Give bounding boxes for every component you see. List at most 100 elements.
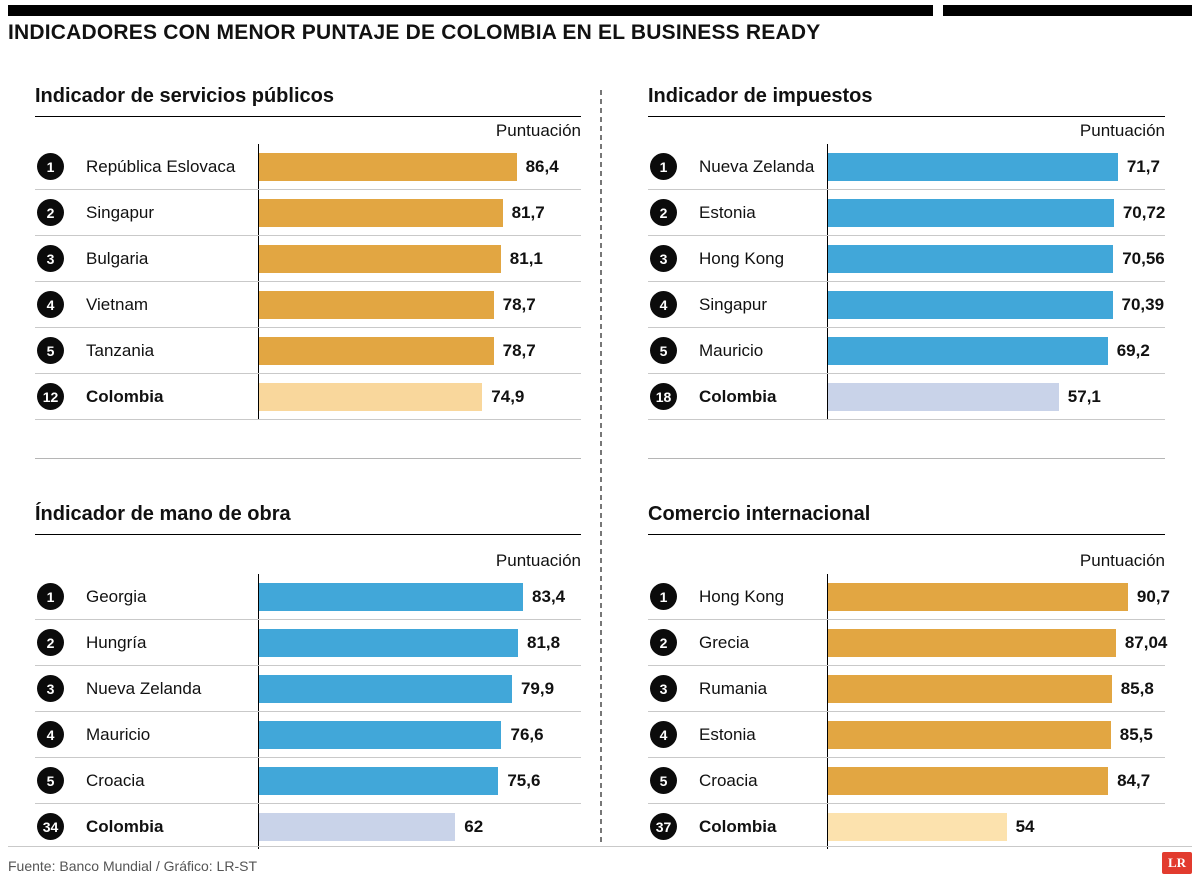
- bar-track: 81,1: [258, 236, 581, 281]
- rank-badge: 37: [650, 813, 677, 840]
- bar-track: 86,4: [258, 144, 581, 189]
- bar-track: 70,56: [827, 236, 1165, 281]
- score-value: 87,04: [1124, 632, 1168, 652]
- rank-badge: 2: [650, 199, 677, 226]
- score-bar: [259, 720, 502, 749]
- chart-row: 37 Colombia 54: [648, 804, 1165, 849]
- chart-rows: 1 Georgia 83,4 2 Hungría 81,8 3 Nueva Zelanda 79…: [35, 574, 581, 849]
- chart-impuestos: Indicador de impuestos Puntuación 1 Nueva…: [648, 85, 1165, 420]
- rank-badge: 5: [650, 767, 677, 794]
- chart-title: Indicador de impuestos: [648, 85, 1165, 117]
- country-label: Croacia: [86, 770, 145, 790]
- country-label: Mauricio: [699, 340, 764, 360]
- chart-row: 18 Colombia 57,1: [648, 374, 1165, 420]
- column-divider: [600, 90, 602, 845]
- rank-badge: 1: [650, 153, 677, 180]
- score-value: 62: [464, 816, 484, 836]
- rank-badge: 3: [37, 675, 64, 702]
- rank-badge: 5: [37, 767, 64, 794]
- bar-track: 70,72: [827, 190, 1165, 235]
- bar-track: 90,7: [827, 574, 1170, 619]
- bar-track: 54: [827, 804, 1165, 849]
- chart-mano-de-obra: Índicador de mano de obra Puntuación 1 Ge…: [35, 503, 581, 849]
- chart-row: 1 Hong Kong 90,7: [648, 574, 1170, 620]
- rank-badge: 1: [37, 583, 64, 610]
- bar-track: 75,6: [258, 758, 581, 803]
- country-label: Nueva Zelanda: [699, 156, 815, 176]
- source-credit: Fuente: Banco Mundial / Gráfico: LR-ST: [8, 858, 257, 874]
- chart-row: 3 Rumania 85,8: [648, 666, 1165, 712]
- score-axis-label: Puntuación: [1079, 551, 1165, 570]
- score-value: 71,7: [1126, 156, 1160, 176]
- rank-badge: 4: [37, 291, 64, 318]
- score-bar: [259, 336, 494, 365]
- country-label: Estonia: [699, 202, 756, 222]
- score-axis-label: Puntuación: [495, 121, 581, 140]
- chart-row: 1 República Eslovaca 86,4: [35, 144, 581, 190]
- score-value: 54: [1015, 816, 1035, 836]
- score-value: 70,39: [1121, 294, 1165, 314]
- score-bar: [259, 628, 518, 657]
- rank-badge: 3: [650, 245, 677, 272]
- rank-badge: 18: [650, 383, 677, 410]
- country-label: Bulgaria: [86, 248, 149, 268]
- bar-track: 70,39: [827, 282, 1165, 327]
- rank-badge: 3: [650, 675, 677, 702]
- chart-row: 5 Croacia 75,6: [35, 758, 581, 804]
- chart-row: 4 Mauricio 76,6: [35, 712, 581, 758]
- chart-row: 3 Hong Kong 70,56: [648, 236, 1165, 282]
- bar-track: 85,5: [827, 712, 1165, 757]
- chart-comercio-internacional: Comercio internacional Puntuación 1 Hong …: [648, 503, 1170, 849]
- chart-row: 3 Nueva Zelanda 79,9: [35, 666, 581, 712]
- score-bar: [828, 152, 1118, 181]
- rank-badge: 2: [37, 629, 64, 656]
- bar-track: 57,1: [827, 374, 1165, 419]
- country-label: Colombia: [86, 386, 164, 406]
- score-bar: [259, 244, 501, 273]
- country-label: Colombia: [699, 816, 777, 836]
- country-label: Colombia: [86, 816, 164, 836]
- rank-badge: 1: [650, 583, 677, 610]
- score-value: 75,6: [507, 770, 541, 790]
- country-label: Singapur: [86, 202, 155, 222]
- rank-badge: 5: [650, 337, 677, 364]
- score-axis-label: Puntuación: [1079, 121, 1165, 140]
- chart-row: 4 Singapur 70,39: [648, 282, 1165, 328]
- country-label: Hong Kong: [699, 248, 785, 268]
- country-label: Hungría: [86, 632, 147, 652]
- score-value: 70,72: [1122, 202, 1166, 222]
- country-label: Singapur: [699, 294, 768, 314]
- country-label: Hong Kong: [699, 586, 785, 606]
- score-bar: [259, 766, 499, 795]
- chart-row: 1 Georgia 83,4: [35, 574, 581, 620]
- rank-badge: 4: [650, 721, 677, 748]
- chart-row: 4 Estonia 85,5: [648, 712, 1165, 758]
- bar-track: 81,8: [258, 620, 581, 665]
- score-bar: [828, 382, 1059, 411]
- score-value: 79,9: [520, 678, 555, 698]
- chart-row: 34 Colombia 62: [35, 804, 581, 849]
- score-bar: [828, 812, 1007, 841]
- bar-track: 79,9: [258, 666, 581, 711]
- chart-row: 3 Bulgaria 81,1: [35, 236, 581, 282]
- score-value: 86,4: [525, 156, 559, 176]
- score-bar: [828, 582, 1128, 611]
- score-bar: [259, 674, 512, 703]
- section-divider-left: [35, 458, 581, 459]
- score-bar: [259, 152, 517, 181]
- score-bar: [259, 582, 524, 611]
- bar-track: 78,7: [258, 282, 581, 327]
- chart-row: 1 Nueva Zelanda 71,7: [648, 144, 1165, 190]
- country-label: Estonia: [699, 724, 756, 744]
- country-label: Grecia: [699, 632, 750, 652]
- chart-row: 2 Singapur 81,7: [35, 190, 581, 236]
- rank-badge: 1: [37, 153, 64, 180]
- chart-title: Índicador de mano de obra: [35, 503, 581, 535]
- score-value: 74,9: [491, 386, 525, 406]
- score-bar: [828, 244, 1114, 273]
- chart-row: 5 Mauricio 69,2: [648, 328, 1165, 374]
- bar-track: 87,04: [827, 620, 1168, 665]
- top-bar-notch: [933, 5, 943, 16]
- country-label: República Eslovaca: [86, 156, 236, 176]
- score-value: 76,6: [510, 724, 544, 744]
